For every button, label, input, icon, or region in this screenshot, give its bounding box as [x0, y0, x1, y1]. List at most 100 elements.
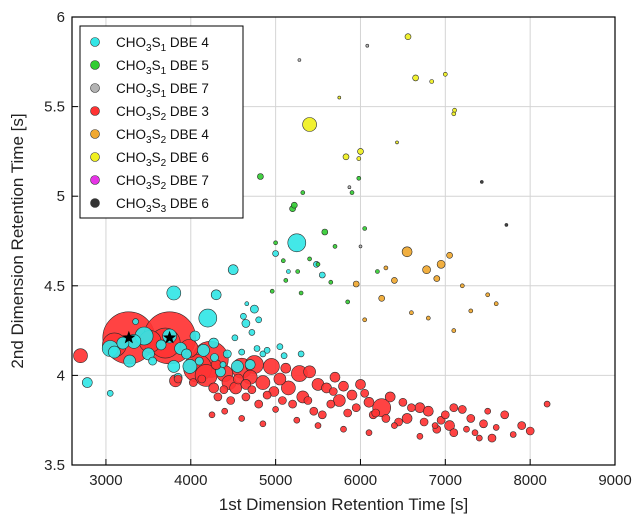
legend-marker: [90, 60, 100, 70]
legend-sub-2: 1: [161, 66, 167, 77]
data-point: [484, 407, 492, 415]
data-point: [250, 304, 259, 314]
data-point: [342, 153, 350, 161]
data-point: [375, 269, 380, 274]
data-point: [221, 407, 228, 415]
data-point: [276, 343, 284, 351]
legend-sub-1: 3: [146, 135, 152, 146]
y-tick-label: 6: [57, 9, 65, 26]
data-point: [466, 414, 476, 423]
data-point: [328, 279, 334, 285]
data-point: [283, 278, 289, 283]
data-point: [248, 329, 256, 336]
data-point: [471, 429, 479, 437]
data-point: [259, 350, 267, 358]
data-point: [509, 431, 517, 438]
legend-entry: CHO3S1 DBE 4: [116, 35, 209, 54]
data-point: [280, 258, 286, 264]
y-tick-label: 5.5: [44, 99, 65, 116]
legend-main: CHO: [116, 196, 146, 211]
data-point: [286, 269, 291, 274]
x-tick-label: 7000: [429, 472, 462, 489]
data-point: [287, 233, 307, 253]
data-point: [123, 354, 136, 368]
data-point: [479, 419, 488, 429]
legend-main: CHO: [116, 81, 146, 96]
data-point: [384, 391, 396, 403]
data-point: [351, 403, 361, 413]
data-point: [328, 387, 338, 396]
data-point: [197, 343, 210, 357]
legend-sub-1: 3: [146, 181, 152, 192]
data-point: [197, 374, 207, 384]
data-point: [155, 339, 167, 351]
legend-dbe: DBE 3: [166, 104, 209, 119]
axis-ticks: 3000 4000 5000 6000 7000 8000 9000 3.5 4 4.5 5 5.5 6: [44, 9, 632, 489]
legend-sub-2: 2: [161, 112, 167, 123]
data-point: [280, 362, 292, 374]
x-axis-label: 1st Dimension Retention Time [s]: [219, 495, 468, 514]
data-point: [223, 349, 232, 359]
legend-box: [79, 25, 244, 219]
legend-entry: CHO3S2 DBE 3: [116, 104, 209, 123]
legend-mid: S: [152, 150, 161, 165]
legend-sub-1: 3: [146, 204, 152, 215]
data-point: [182, 359, 198, 374]
data-point: [321, 228, 329, 236]
data-point: [362, 226, 368, 231]
legend-sub-2: 2: [161, 135, 167, 146]
legend-entry: CHO3S2 DBE 7: [116, 173, 209, 192]
data-point: [356, 156, 362, 161]
data-point: [422, 405, 434, 417]
data-point: [290, 201, 298, 209]
legend-entry: CHO3S1 DBE 5: [116, 58, 209, 77]
data-point: [181, 348, 192, 360]
data-point: [431, 422, 439, 429]
data-point: [352, 280, 360, 288]
legend-marker: [90, 106, 100, 116]
data-point: [459, 283, 465, 289]
data-point: [210, 289, 222, 301]
data-points: [73, 33, 551, 443]
legend-mid: S: [152, 58, 161, 73]
data-point: [412, 74, 419, 82]
legend-dbe: DBE 5: [166, 58, 209, 73]
legend-main: CHO: [116, 104, 146, 119]
data-point: [288, 399, 297, 409]
legend-mid: S: [152, 81, 161, 96]
legend-marker: [90, 152, 100, 162]
data-point: [451, 328, 457, 333]
data-point: [254, 399, 264, 409]
data-point: [401, 413, 413, 424]
data-point: [142, 347, 155, 361]
data-point: [479, 180, 484, 184]
data-point: [219, 361, 227, 368]
legend-sub-2: 2: [161, 158, 167, 169]
data-point: [297, 58, 302, 62]
data-point: [407, 403, 416, 413]
data-point: [82, 377, 93, 388]
data-point: [337, 95, 342, 100]
data-point: [452, 107, 457, 113]
x-tick-label: 5000: [259, 472, 292, 489]
data-point: [255, 375, 271, 390]
data-point: [326, 399, 336, 409]
data-point: [365, 43, 370, 48]
legend-dbe: DBE 6: [166, 150, 209, 165]
data-point: [240, 312, 247, 320]
y-tick-label: 3.5: [44, 457, 65, 474]
legend-entry: CHO3S2 DBE 6: [116, 150, 209, 169]
data-point: [269, 288, 275, 294]
star-markers: [122, 330, 177, 344]
data-point: [272, 406, 279, 413]
data-point: [213, 392, 223, 402]
data-point: [247, 385, 257, 395]
data-point: [487, 433, 497, 443]
legend-sub-1: 3: [146, 112, 152, 123]
data-point: [219, 385, 229, 395]
data-point: [355, 379, 366, 390]
data-point: [398, 397, 408, 407]
data-point: [257, 173, 264, 180]
data-point: [525, 426, 535, 436]
